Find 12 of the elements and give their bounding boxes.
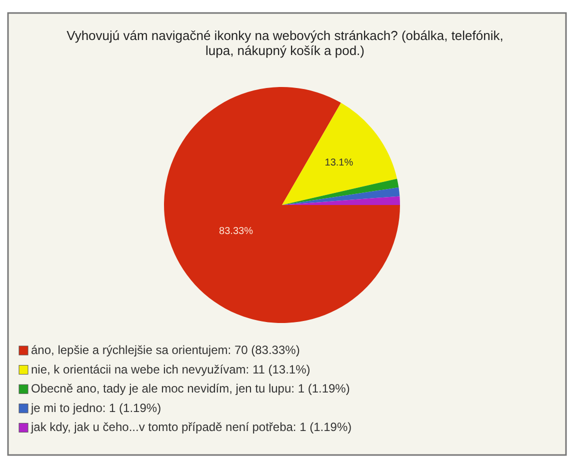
- legend-label: nie, k orientácii na webe ich nevyužívam: 11 (13.1%): [31, 362, 310, 376]
- data-label: 83.33%: [219, 226, 254, 238]
- legend-label: jak kdy, jak u čeho...v tomto případě není potřeba: 1 (1.19%): [30, 420, 352, 434]
- legend-label: je mi to jedno: 1 (1.19%): [30, 400, 162, 415]
- chart-title: Vyhovujú vám navigačné ikonky na webových stránkach? (obálka, telefónik, lupa, nákupný košík a pod.): [66, 28, 504, 58]
- legend-label: Obecně ano, tady je ale moc nevidím, jen tu lupu: 1 (1.19%): [31, 382, 350, 396]
- data-label: 13.1%: [324, 158, 354, 169]
- legend-label: áno, lepšie a rýchlejšie sa orientujem: 70 (83.33%): [31, 343, 300, 357]
- pie-slice: [164, 87, 400, 323]
- pie-slice: [282, 178, 399, 205]
- pie-slice: [282, 102, 398, 205]
- pie-slice: [282, 187, 400, 205]
